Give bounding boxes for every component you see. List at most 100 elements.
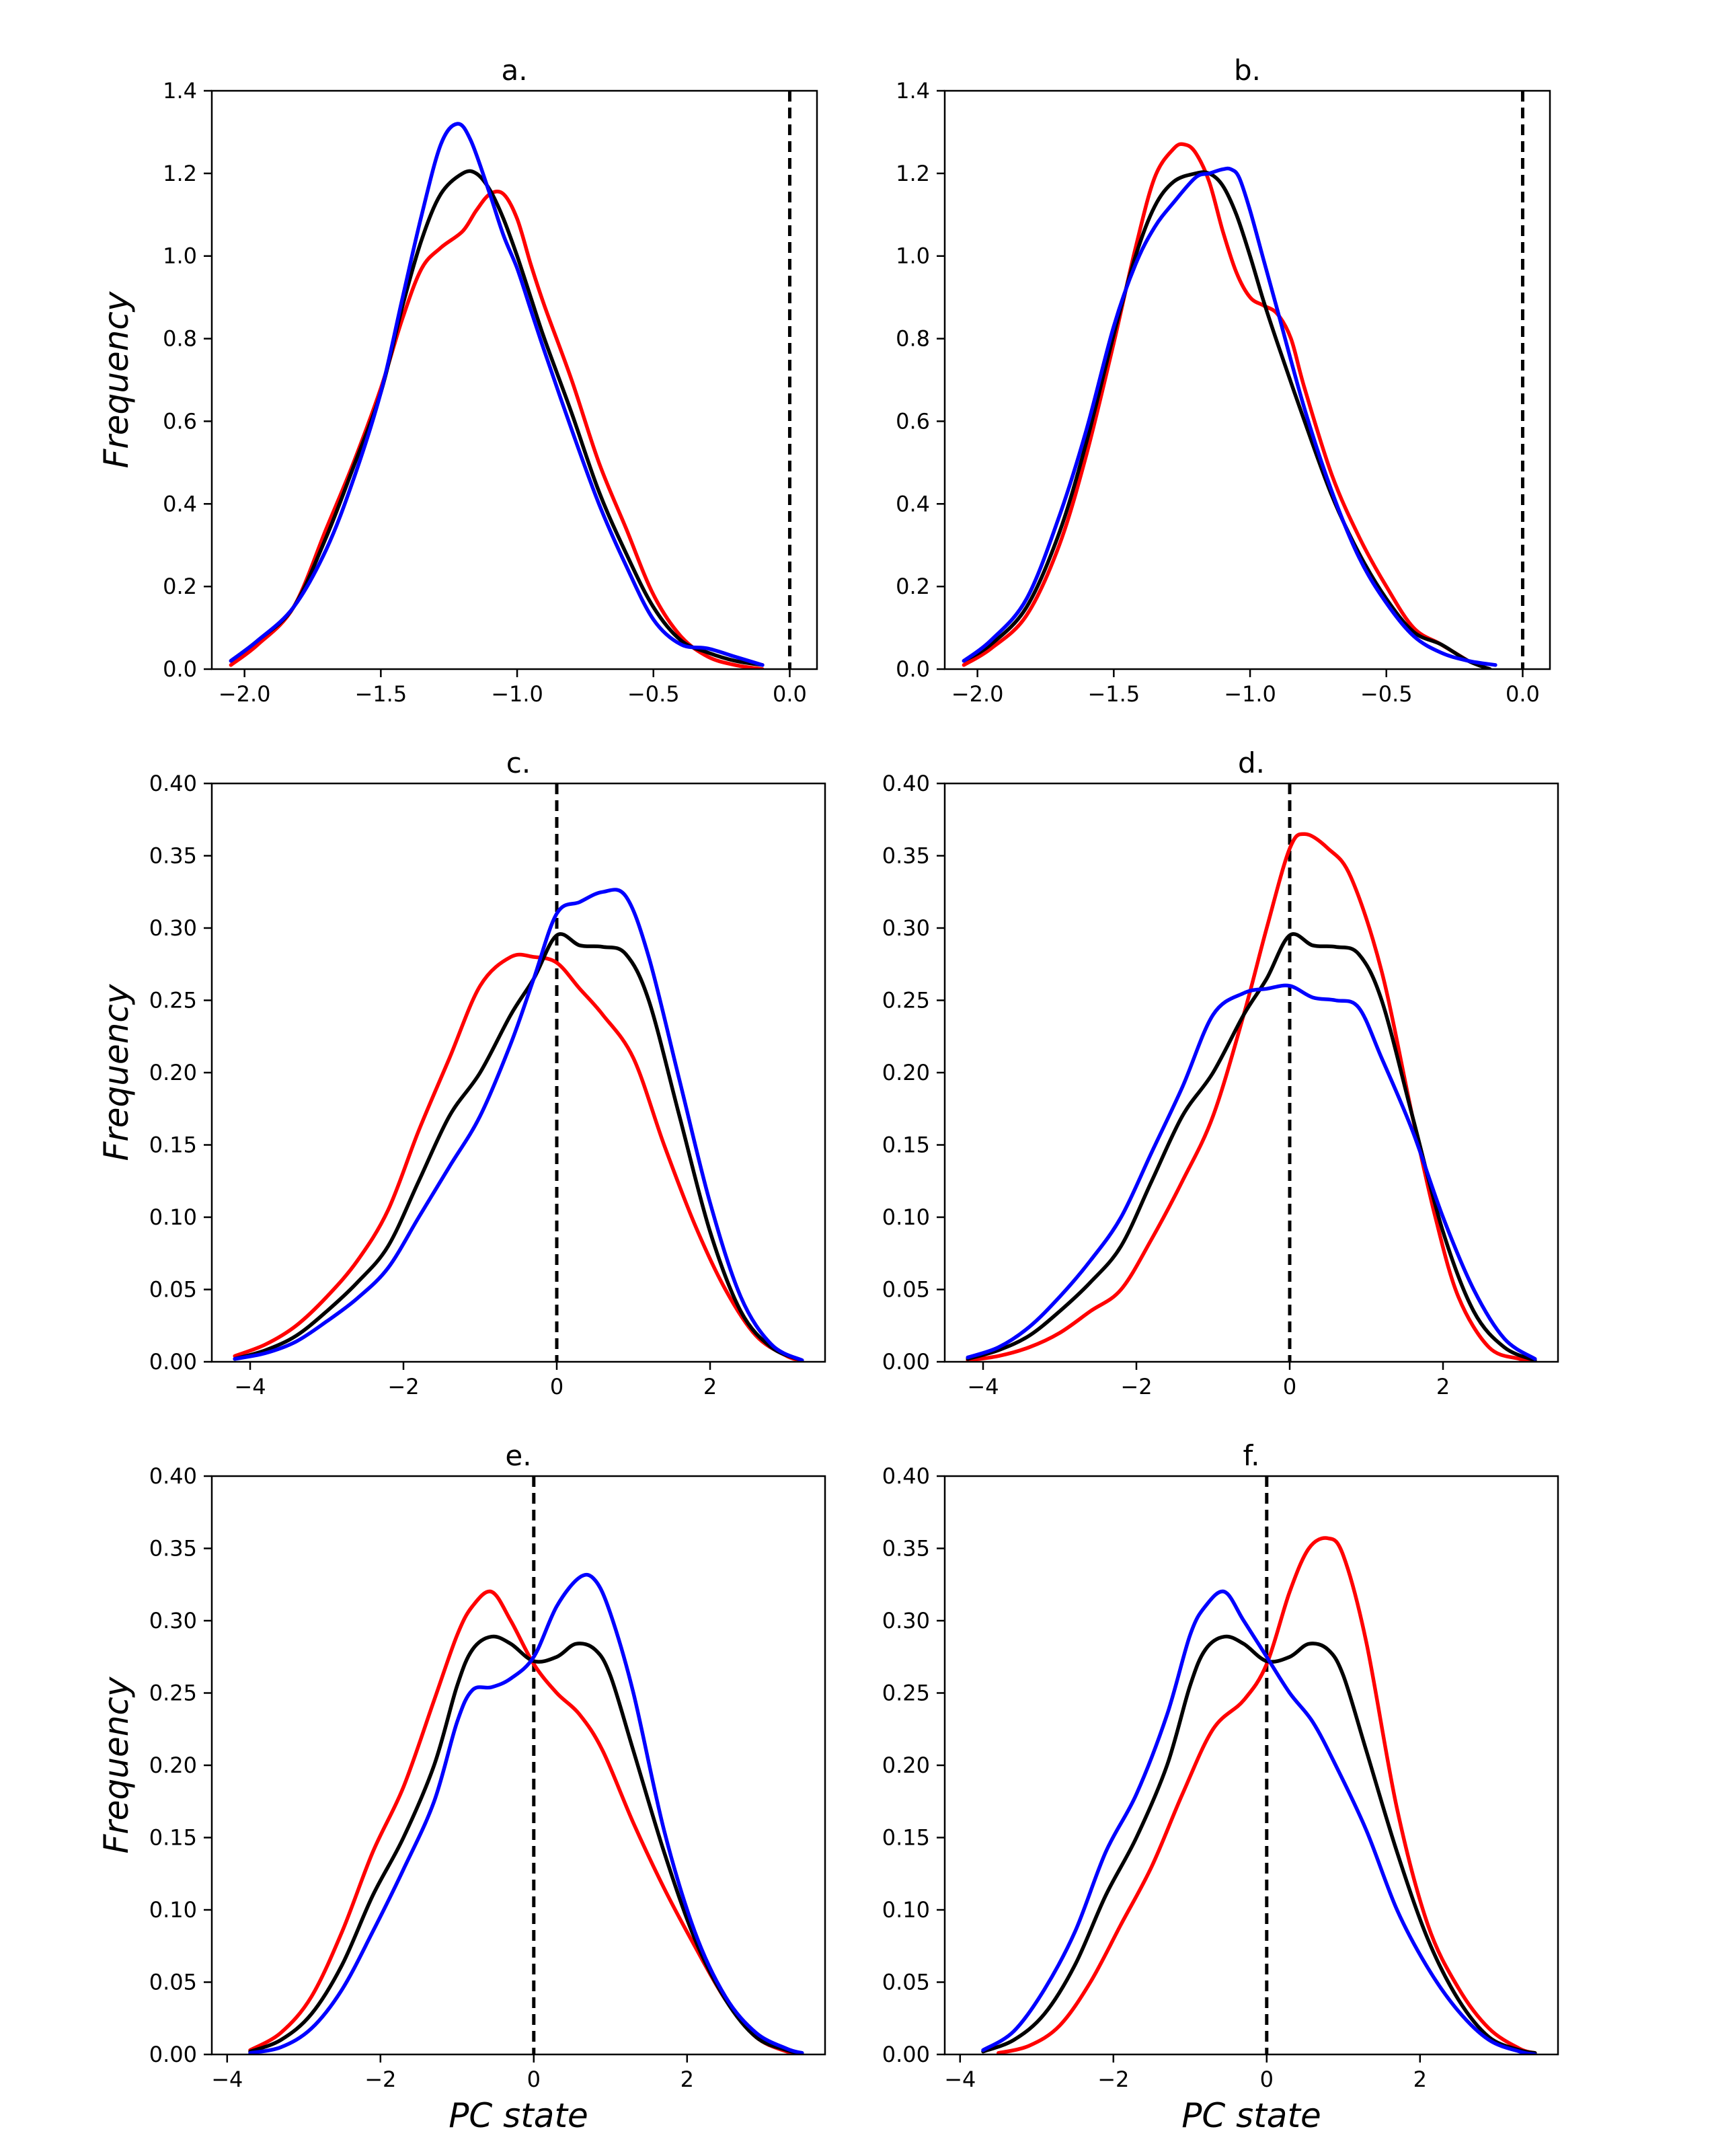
x-tick-label: 0.0 — [1506, 681, 1540, 707]
panel-title: b. — [1234, 54, 1261, 87]
panel-title: e. — [505, 1439, 531, 1472]
x-tick-label: −2 — [1120, 1374, 1152, 1399]
plot-frame — [943, 1475, 1559, 2056]
plot-frame — [210, 1475, 826, 2056]
panel-a: a. 0.0 0.2 0.4 0.6 0.8 1.0 1.2 1.4 −2.0 −1.5 −1.0 −0… — [97, 54, 818, 707]
y-tick-label: 0.0 — [896, 656, 930, 682]
series-line-blue — [233, 888, 804, 1362]
y-tick-label: 0.15 — [882, 1132, 930, 1158]
y-tick-label: 0.8 — [163, 326, 197, 352]
y-tick-label: 0.30 — [149, 915, 197, 941]
y-tick-label: 0.15 — [149, 1132, 197, 1158]
y-axis-label: Frequency — [97, 983, 136, 1161]
series-line-red — [962, 142, 1471, 667]
y-axis-label: Frequency — [97, 1676, 136, 1853]
panel-title: a. — [501, 54, 527, 87]
y-tick-label: 0.2 — [896, 574, 930, 599]
series-line-red — [966, 832, 1537, 1362]
y-tick-label: 0.30 — [149, 1608, 197, 1633]
y-tick-label: 0.00 — [882, 2042, 930, 2067]
y-tick-label: 0.8 — [896, 326, 930, 352]
y-tick-label: 0.00 — [882, 1349, 930, 1375]
y-tick-label: 0.10 — [149, 1204, 197, 1230]
y-tick-label: 0.40 — [149, 1463, 197, 1489]
x-tick-label: −4 — [211, 2067, 243, 2092]
y-tick-label: 0.35 — [149, 1536, 197, 1562]
panel-title: c. — [506, 746, 531, 779]
x-tick-label: −2 — [387, 1374, 419, 1399]
x-tick-label: −1.5 — [354, 681, 407, 707]
x-tick-label: 2 — [1436, 1374, 1450, 1399]
y-tick-label: 0.00 — [149, 2042, 197, 2067]
x-tick-label: 0 — [550, 1374, 563, 1399]
y-tick-label: 0.25 — [882, 988, 930, 1013]
y-tick-label: 0.20 — [882, 1753, 930, 1778]
y-tick-label: 0.40 — [882, 771, 930, 796]
series-line-overall — [229, 169, 765, 667]
x-tick-label: −0.5 — [1360, 681, 1413, 707]
x-axis-label: PC state — [1181, 2096, 1321, 2135]
y-tick-label: 0.30 — [882, 1608, 930, 1633]
y-tick-label: 1.0 — [896, 243, 930, 269]
panel-title: d. — [1238, 746, 1265, 779]
x-tick-label: −4 — [234, 1374, 266, 1399]
plot-frame — [210, 89, 818, 670]
x-tick-label: −2 — [1097, 2067, 1129, 2092]
series-line-blue — [966, 983, 1537, 1361]
series-line-red — [997, 1536, 1537, 2054]
x-tick-label: 2 — [680, 2067, 694, 2092]
y-tick-label: 0.6 — [896, 408, 930, 434]
panel-d: d. 0.00 0.05 0.10 0.15 0.20 0.25 0.30 0.35 0.40 −4… — [882, 746, 1559, 1399]
x-tick-label: −2.0 — [951, 681, 1004, 707]
y-tick-label: 0.10 — [149, 1897, 197, 1923]
y-tick-label: 0.40 — [149, 771, 197, 796]
x-tick-label: 2 — [703, 1374, 717, 1399]
y-tick-label: 0.2 — [163, 574, 197, 599]
x-tick-label: 0 — [1260, 2067, 1274, 2092]
series-line-blue — [962, 166, 1497, 667]
plot-frame — [943, 89, 1551, 670]
x-tick-label: −2.0 — [219, 681, 271, 707]
y-tick-label: 0.25 — [149, 988, 197, 1013]
y-tick-label: 1.4 — [163, 78, 197, 104]
x-tick-label: −4 — [967, 1374, 999, 1399]
panel-e: e. 0.00 0.05 0.10 0.15 0.20 0.25 0.30 0.35 0.40 −4… — [97, 1439, 826, 2135]
y-tick-label: 0.25 — [149, 1681, 197, 1706]
series-line-blue — [981, 1589, 1537, 2054]
y-tick-label: 0.4 — [163, 491, 197, 516]
panel-f: f. 0.00 0.05 0.10 0.15 0.20 0.25 0.30 0.35 0.40 −4… — [882, 1439, 1559, 2135]
series-line-overall — [966, 932, 1537, 1362]
x-tick-label: 0.0 — [773, 681, 807, 707]
panel-b: b. 0.0 0.2 0.4 0.6 0.8 1.0 1.2 1.4 −2.0 −1.5 −1.0 −0… — [896, 54, 1551, 707]
y-tick-label: 0.25 — [882, 1681, 930, 1706]
x-tick-label: 0 — [527, 2067, 541, 2092]
y-tick-label: 0.35 — [882, 843, 930, 869]
y-tick-label: 0.05 — [882, 1277, 930, 1303]
y-tick-label: 0.10 — [882, 1897, 930, 1923]
y-tick-label: 0.15 — [882, 1825, 930, 1851]
y-tick-label: 0.40 — [882, 1463, 930, 1489]
y-tick-label: 0.35 — [882, 1536, 930, 1562]
x-tick-label: −1.0 — [491, 681, 543, 707]
y-tick-label: 0.20 — [882, 1060, 930, 1085]
y-tick-label: 0.20 — [149, 1753, 197, 1778]
y-tick-label: 0.05 — [882, 1970, 930, 1995]
y-tick-label: 0.35 — [149, 843, 197, 869]
y-tick-label: 0.15 — [149, 1825, 197, 1851]
series-line-overall — [248, 1634, 804, 2054]
x-tick-label: −0.5 — [627, 681, 680, 707]
y-tick-label: 0.4 — [896, 491, 930, 516]
y-tick-label: 0.30 — [882, 915, 930, 941]
panel-title: f. — [1243, 1439, 1259, 1472]
y-tick-label: 1.4 — [896, 78, 930, 104]
series-line-blue — [248, 1572, 804, 2054]
x-tick-label: −2 — [364, 2067, 396, 2092]
y-tick-label: 0.20 — [149, 1060, 197, 1085]
x-tick-label: −4 — [944, 2067, 976, 2092]
series-line-red — [233, 952, 804, 1362]
y-tick-label: 0.0 — [163, 656, 197, 682]
panel-c: c. 0.00 0.05 0.10 0.15 0.20 0.25 0.30 0.35 0.40 −4… — [97, 746, 826, 1399]
x-tick-label: 0 — [1283, 1374, 1296, 1399]
x-tick-label: −1.0 — [1224, 681, 1276, 707]
